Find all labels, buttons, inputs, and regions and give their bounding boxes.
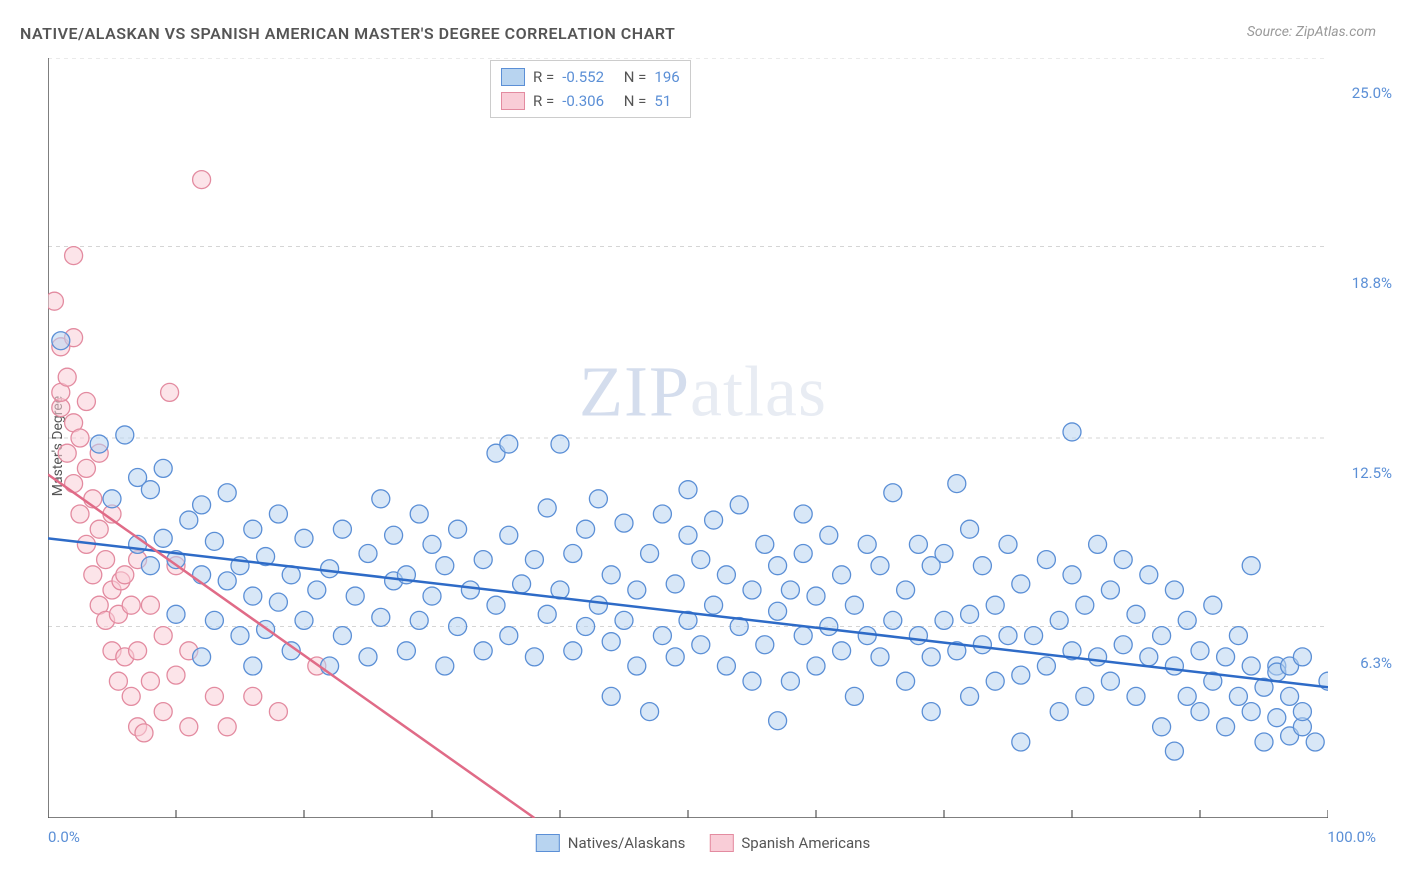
- stats-legend-row: R = -0.552 N = 196: [501, 65, 680, 89]
- n-value: 51: [654, 92, 671, 110]
- y-tick-label: 25.0%: [1352, 84, 1392, 102]
- n-label: N =: [624, 92, 647, 110]
- swatch-blue-icon: [501, 68, 525, 86]
- y-tick-label: 6.3%: [1360, 654, 1392, 672]
- n-value: 196: [654, 68, 679, 86]
- y-tick-label: 18.8%: [1352, 274, 1392, 292]
- swatch-blue-icon: [536, 834, 560, 852]
- swatch-pink-icon: [501, 92, 525, 110]
- swatch-pink-icon: [709, 834, 733, 852]
- r-label: R =: [533, 92, 554, 110]
- x-tick-label-left: 0.0%: [48, 828, 80, 846]
- legend-item: Spanish Americans: [709, 834, 870, 852]
- stats-legend: R = -0.552 N = 196 R = -0.306 N = 51: [490, 60, 691, 118]
- n-label: N =: [624, 68, 647, 86]
- series-legend: Natives/Alaskans Spanish Americans: [536, 834, 870, 852]
- chart-title: NATIVE/ALASKAN VS SPANISH AMERICAN MASTE…: [20, 24, 675, 43]
- x-tick-label-right: 100.0%: [1327, 828, 1376, 846]
- y-tick-label: 12.5%: [1352, 464, 1392, 482]
- legend-item: Natives/Alaskans: [536, 834, 686, 852]
- scatter-plot: [48, 58, 1328, 818]
- legend-label: Spanish Americans: [741, 834, 870, 852]
- r-value: -0.552: [562, 68, 604, 86]
- legend-label: Natives/Alaskans: [568, 834, 686, 852]
- r-value: -0.306: [562, 92, 604, 110]
- chart-svg: [48, 58, 1328, 818]
- source-attribution: Source: ZipAtlas.com: [1247, 24, 1376, 40]
- stats-legend-row: R = -0.306 N = 51: [501, 89, 680, 113]
- r-label: R =: [533, 68, 554, 86]
